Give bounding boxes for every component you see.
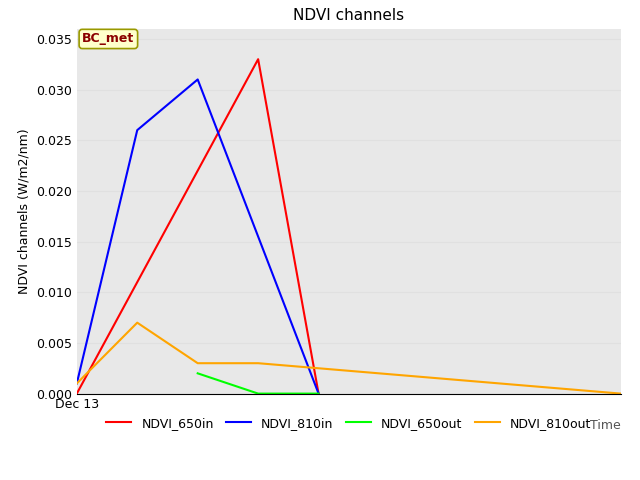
Y-axis label: NDVI channels (W/m2/nm): NDVI channels (W/m2/nm) bbox=[17, 128, 30, 294]
NDVI_810out bbox=[133, 320, 141, 325]
NDVI_810in bbox=[133, 127, 141, 133]
NDVI_810out bbox=[73, 381, 81, 386]
NDVI_810in bbox=[315, 391, 323, 396]
Line: NDVI_810out: NDVI_810out bbox=[77, 323, 621, 394]
Title: NDVI channels: NDVI channels bbox=[293, 9, 404, 24]
NDVI_650out bbox=[254, 391, 262, 396]
NDVI_810in bbox=[194, 77, 202, 83]
NDVI_650in bbox=[315, 391, 323, 396]
NDVI_810in bbox=[73, 381, 81, 386]
NDVI_650in bbox=[73, 391, 81, 396]
NDVI_650out bbox=[315, 391, 323, 396]
NDVI_650out bbox=[194, 371, 202, 376]
Text: Time: Time bbox=[590, 419, 621, 432]
NDVI_810out bbox=[617, 391, 625, 396]
NDVI_810out bbox=[254, 360, 262, 366]
NDVI_810out bbox=[194, 360, 202, 366]
Legend: NDVI_650in, NDVI_810in, NDVI_650out, NDVI_810out: NDVI_650in, NDVI_810in, NDVI_650out, NDV… bbox=[101, 412, 596, 435]
Text: BC_met: BC_met bbox=[82, 33, 134, 46]
Line: NDVI_650out: NDVI_650out bbox=[198, 373, 319, 394]
Line: NDVI_650in: NDVI_650in bbox=[77, 59, 319, 394]
Line: NDVI_810in: NDVI_810in bbox=[77, 80, 319, 394]
NDVI_650in bbox=[254, 56, 262, 62]
